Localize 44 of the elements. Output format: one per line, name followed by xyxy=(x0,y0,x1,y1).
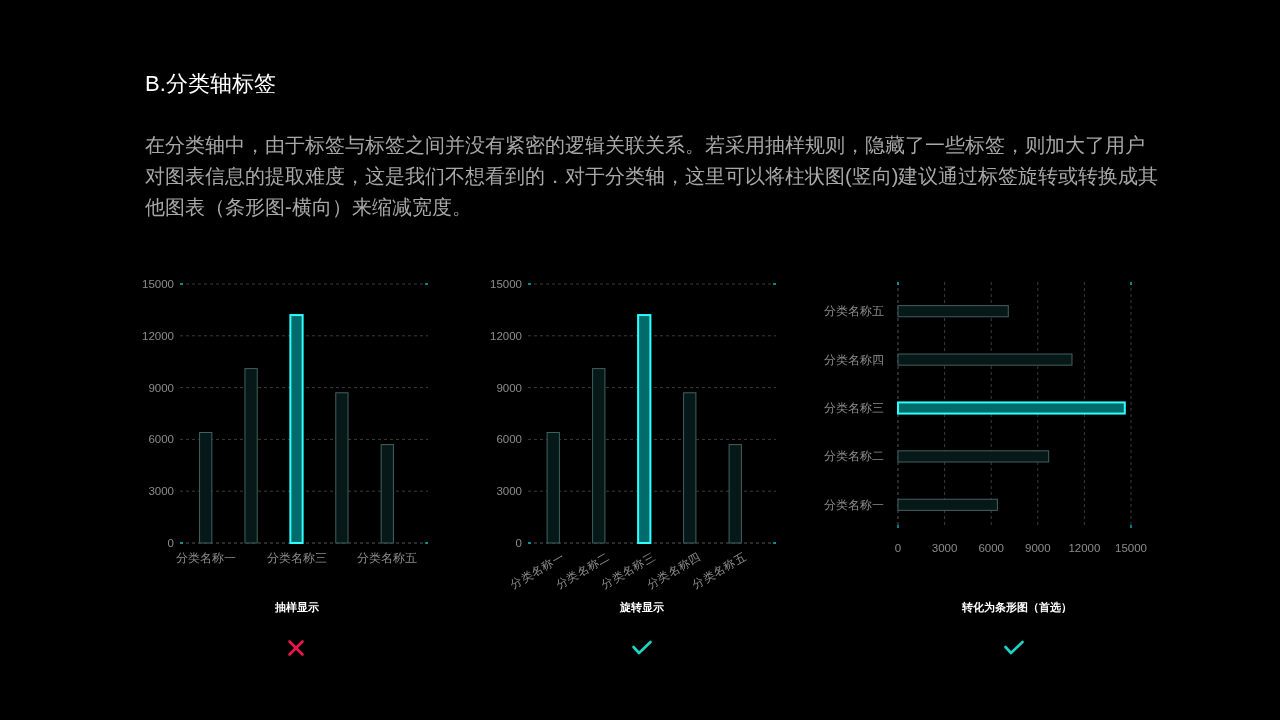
x-tick-label: 12000 xyxy=(1068,542,1101,554)
x-tick-label: 分类名称五 xyxy=(357,552,418,564)
y-tick-label: 6000 xyxy=(496,433,522,446)
bar xyxy=(897,498,998,511)
y-tick-label: 15000 xyxy=(142,278,174,290)
text: 在分类轴中，由于标签与标签之间并没有紧密的逻辑关联关系。若采用抽样规则，隐藏了一些标签，则加大了用户对图表信息的提取难度，这是我们不想看到的．对于分类轴，这里可以将柱状图(竖向)建议通过标签旋转或转换成其他图表（条形图-横向）来缩减宽度。 xyxy=(145,133,1160,220)
y-tick-label: 12000 xyxy=(490,329,522,342)
bar xyxy=(897,401,1126,415)
y-tick-label: 分类名称一 xyxy=(824,498,884,511)
bar xyxy=(897,305,1009,318)
bar xyxy=(335,392,349,544)
y-tick-label: 3000 xyxy=(148,485,174,498)
x-tick-label: 9000 xyxy=(1025,542,1051,554)
x-tick-label: 3000 xyxy=(931,542,958,554)
text: B.分类轴标签 xyxy=(145,70,276,98)
bar xyxy=(199,431,213,544)
x-tick-label: 15000 xyxy=(1115,542,1147,554)
bar xyxy=(289,314,304,544)
y-tick-label: 分类名称五 xyxy=(824,305,884,318)
y-tick-label: 3000 xyxy=(496,485,522,498)
text: 转化为条形图（首选） xyxy=(961,601,1072,614)
y-tick-label: 分类名称二 xyxy=(824,450,884,463)
x-tick-label: 分类名称一 xyxy=(175,552,236,564)
y-tick-label: 15000 xyxy=(490,278,522,290)
bar xyxy=(897,450,1050,463)
bar xyxy=(728,444,742,544)
y-tick-label: 9000 xyxy=(496,381,522,394)
y-tick-label: 9000 xyxy=(148,381,174,394)
y-tick-label: 分类名称三 xyxy=(824,402,884,414)
bar xyxy=(897,353,1073,366)
bar xyxy=(592,368,606,544)
y-tick-label: 12000 xyxy=(142,329,174,342)
bar xyxy=(637,314,652,544)
text: 抽样显示 xyxy=(274,601,319,613)
x-tick-label: 分类名称三 xyxy=(266,552,327,564)
y-tick-label: 分类名称四 xyxy=(824,353,884,366)
bar xyxy=(244,368,258,544)
bar xyxy=(546,431,560,544)
x-tick-label: 0 xyxy=(894,542,902,554)
bar xyxy=(380,444,394,544)
y-tick-label: 6000 xyxy=(148,433,174,446)
text: 旋转显示 xyxy=(619,601,664,613)
bar xyxy=(683,392,697,544)
x-tick-label: 6000 xyxy=(978,542,1004,554)
